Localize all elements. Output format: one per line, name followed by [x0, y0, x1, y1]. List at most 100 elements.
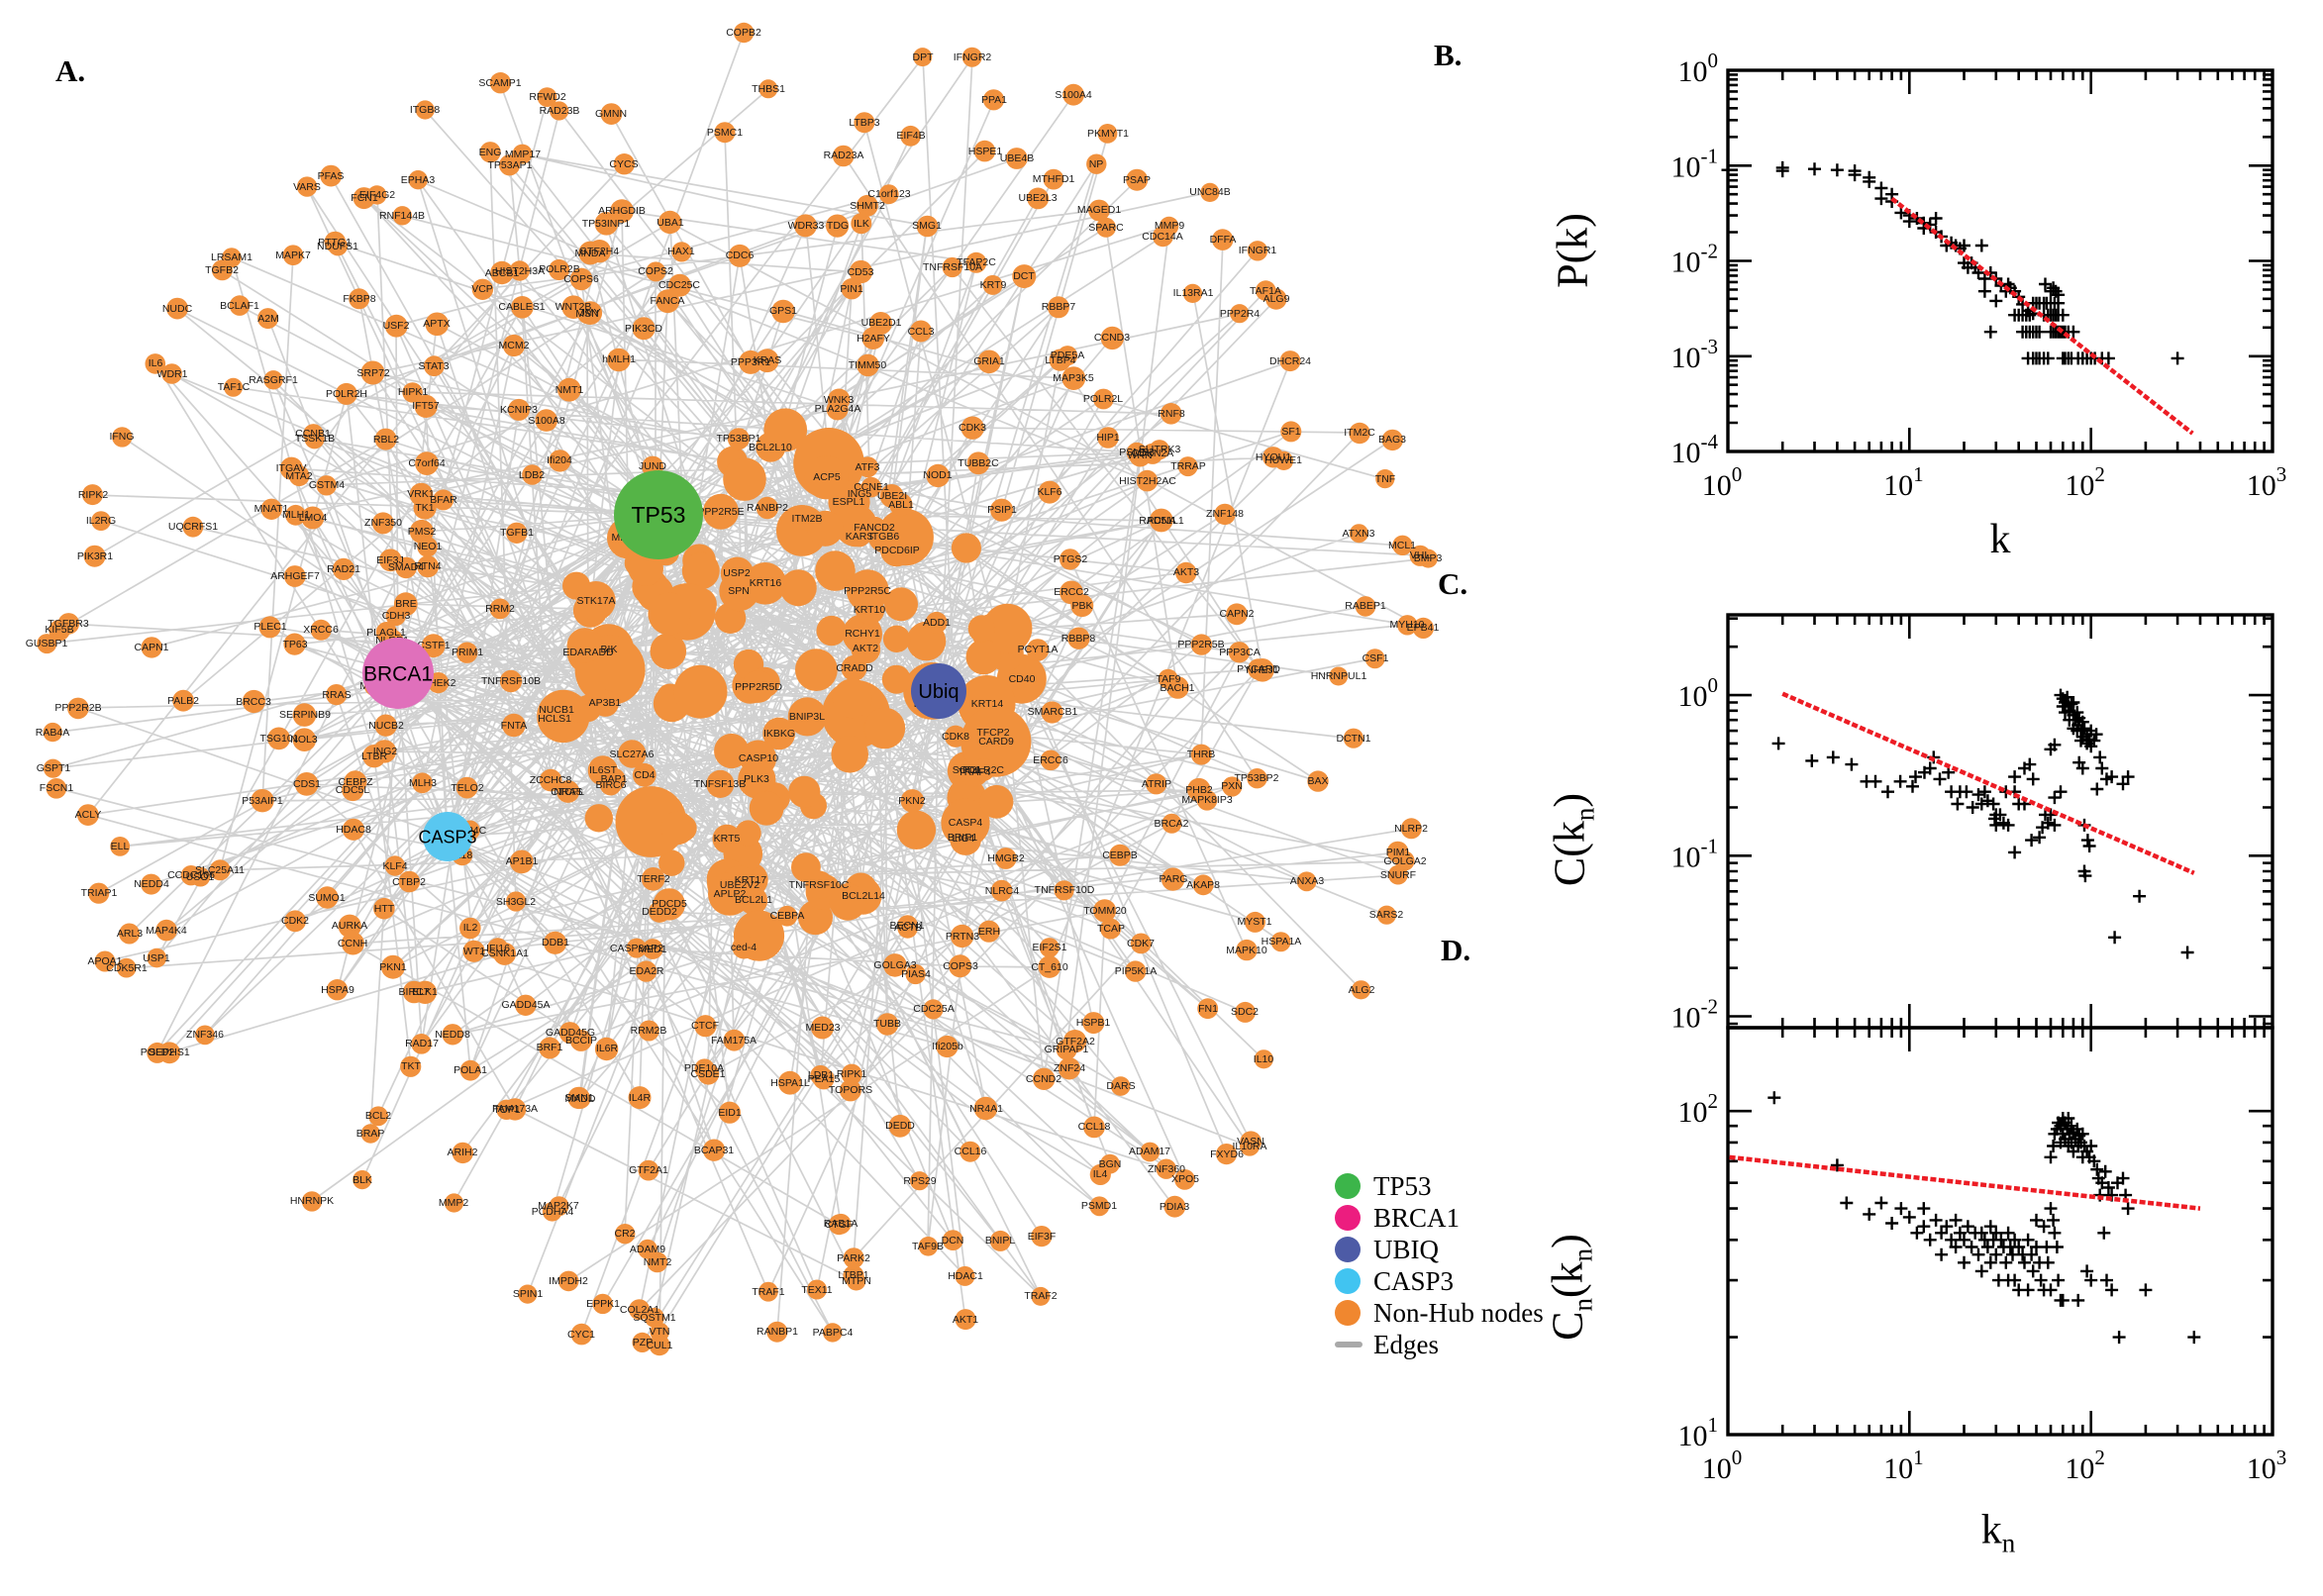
- network-node: [320, 164, 343, 187]
- gene-label: APLP2: [714, 888, 747, 900]
- network-node: [668, 273, 691, 297]
- fit-line: [1890, 196, 2194, 436]
- network-node: [841, 278, 862, 300]
- plot-frame: [1726, 68, 2274, 453]
- network-node: [493, 942, 517, 965]
- network-node: [1033, 1067, 1056, 1091]
- gene-label: LIG4: [953, 833, 975, 845]
- gene-label: COPB2: [726, 27, 761, 39]
- network-node: [518, 1284, 538, 1304]
- gene-label: PLAGL1: [366, 627, 406, 639]
- gene-label: ERCC2: [1054, 586, 1089, 598]
- network-node: [1039, 938, 1060, 958]
- network-node: [349, 288, 370, 310]
- network-node: [758, 79, 778, 99]
- tick-label: 101: [1883, 462, 1924, 502]
- gene-label: MAP4K4: [146, 925, 187, 937]
- network-node: [990, 879, 1013, 902]
- gene-label: CEBPZ: [338, 776, 373, 788]
- network-node: [1146, 773, 1167, 795]
- gene-label: TOP1: [493, 1104, 520, 1116]
- tick-label: 101: [1678, 1413, 1719, 1452]
- network-node: [550, 101, 569, 121]
- network-node: [408, 170, 428, 190]
- gene-label: BCL2L1: [735, 894, 772, 906]
- gene-label: NOL3: [290, 734, 318, 746]
- network-node: [535, 409, 557, 432]
- network-node: [618, 740, 647, 768]
- network-node: [694, 1058, 715, 1079]
- gene-label: FSCN1: [40, 782, 74, 794]
- gene-label: TNFSF13B: [694, 778, 747, 790]
- network-node: [398, 870, 421, 893]
- network-node: [897, 915, 918, 937]
- gene-label: WNK3: [824, 394, 854, 406]
- network-node: [82, 484, 103, 506]
- network-node: [628, 550, 663, 586]
- network-node: [723, 457, 766, 501]
- gene-label: EPPK1: [586, 1298, 620, 1310]
- gene-label: MSN: [575, 308, 598, 320]
- gene-label: SMG1: [912, 220, 942, 232]
- gene-label: NHEJ1: [1246, 664, 1278, 676]
- network-node: [878, 184, 899, 205]
- gene-label: PXN: [1221, 780, 1243, 792]
- gene-label: HNRNPK: [290, 1195, 334, 1207]
- gene-label: TKT: [401, 1060, 421, 1072]
- gene-label: IFNG: [109, 431, 134, 443]
- gene-label: CASP4: [949, 817, 983, 829]
- network-node: [1329, 666, 1349, 686]
- network-node: [338, 914, 361, 938]
- gene-label: THRB: [1187, 748, 1216, 760]
- network-node: [1163, 1195, 1186, 1218]
- plot-panel-c: 100 10-1 10-2: [1671, 613, 2274, 1035]
- network-node: [549, 449, 571, 472]
- network-node: [832, 145, 855, 167]
- network-node: [706, 769, 735, 799]
- tick-label: 10-1: [1671, 834, 1719, 873]
- network-node: [415, 451, 439, 475]
- network-node: [37, 634, 57, 654]
- gene-label: KLF6: [1037, 486, 1061, 498]
- gene-label: DCN: [942, 1235, 964, 1247]
- network-node: [1027, 187, 1050, 210]
- gene-label: ING5: [848, 488, 872, 500]
- network-node: [537, 87, 557, 107]
- gene-label: VRK1: [407, 488, 435, 500]
- network-node: [916, 215, 939, 238]
- gene-label: PFAS: [318, 170, 345, 182]
- gene-label: BECN1: [889, 920, 924, 932]
- network-node: [955, 1265, 975, 1286]
- network-node: [251, 789, 274, 813]
- network-node: [1412, 617, 1434, 640]
- gene-label: BIK: [601, 644, 618, 655]
- network-node: [703, 493, 739, 530]
- network-node: [479, 142, 501, 163]
- data-points: [1721, 160, 2184, 365]
- network-node: [1031, 1226, 1053, 1247]
- gene-label: EIF3F: [1028, 1231, 1057, 1243]
- gene-label: HIP1: [1096, 432, 1120, 444]
- legend-label: TP53: [1373, 1170, 1432, 1201]
- gene-label: MNAT1: [254, 503, 289, 515]
- gene-label: HAX1: [667, 246, 695, 257]
- gene-label: GOLGA3: [873, 959, 916, 971]
- gene-label: IL2RG: [86, 515, 116, 527]
- gene-label: TERF2: [637, 873, 669, 885]
- gene-label: TP53BP1: [717, 433, 761, 445]
- network-node: [577, 304, 598, 325]
- network-node: [942, 256, 962, 278]
- network-node: [777, 1070, 802, 1095]
- gene-label: HSPE1: [968, 146, 1003, 157]
- gene-label: BIRC6: [596, 779, 627, 791]
- gene-label: PKN2: [898, 795, 926, 807]
- network-node: [649, 900, 671, 923]
- gene-label: RABEP1: [1345, 600, 1386, 612]
- network-node: [1161, 867, 1185, 891]
- network-node: [511, 296, 534, 319]
- gene-label: TP53BP2: [1235, 772, 1279, 784]
- gene-label: RAD23B: [540, 105, 580, 117]
- gene-label: MMP17: [505, 149, 541, 160]
- gene-label: ALG9: [1263, 293, 1290, 305]
- network-node: [459, 1059, 481, 1081]
